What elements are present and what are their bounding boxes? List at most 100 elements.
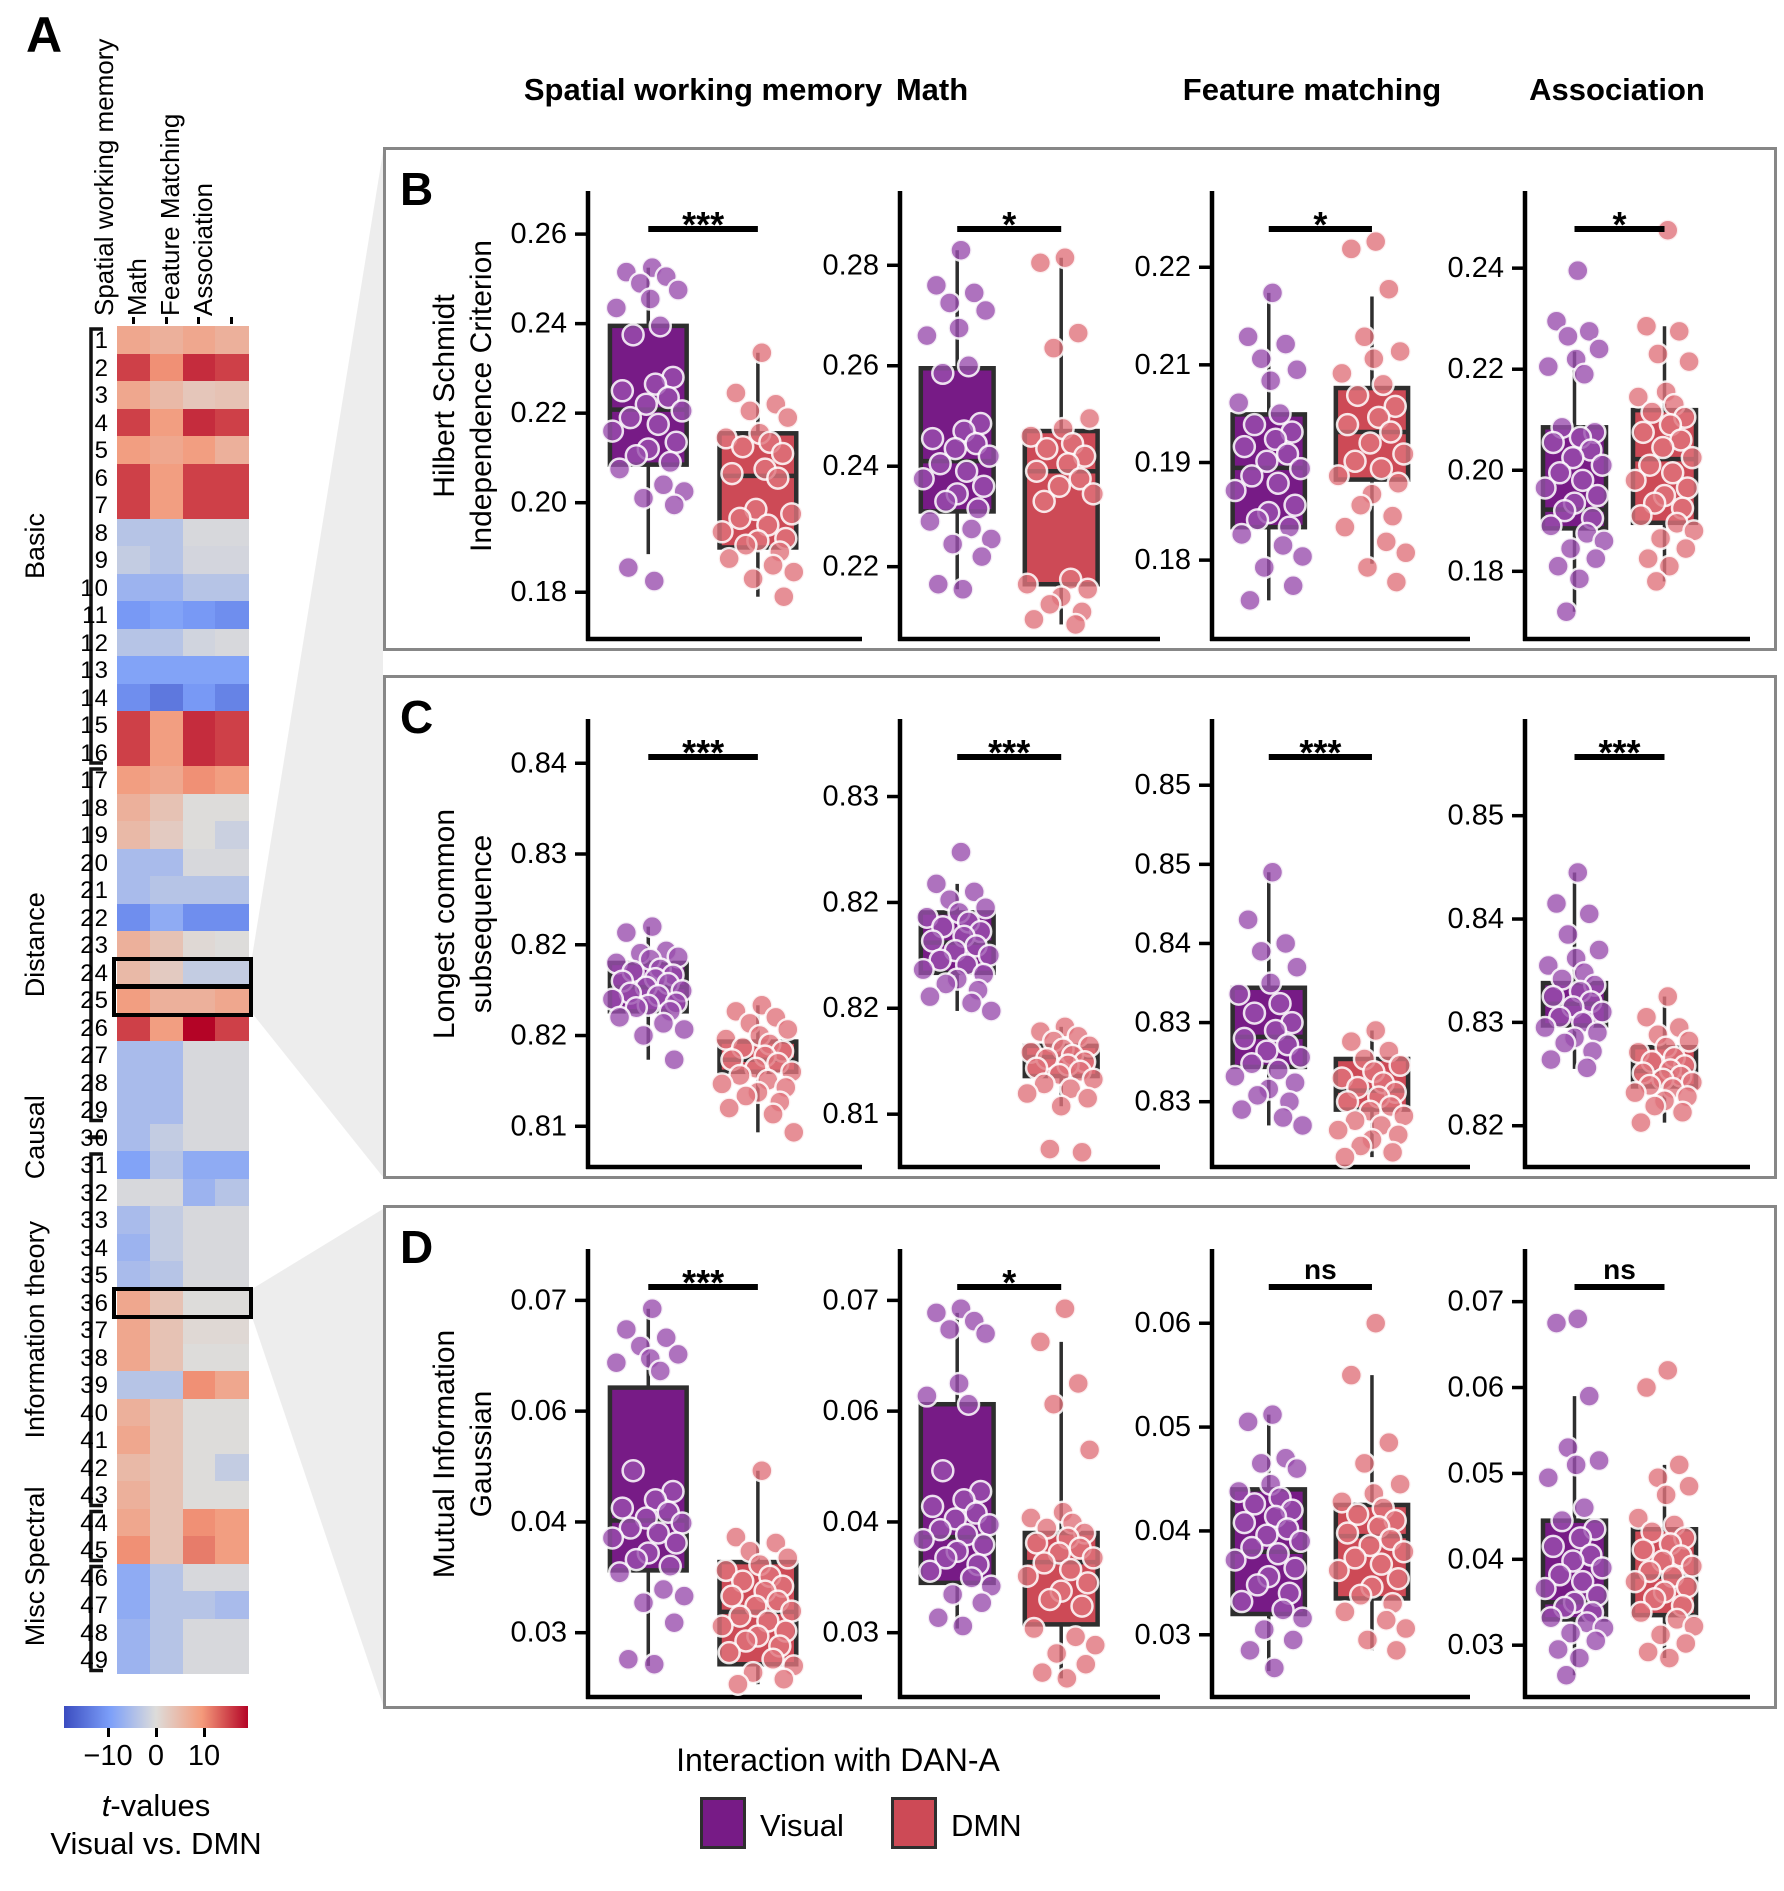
panel-D: D Mutual Information Gaussian [383,1205,1777,1709]
heatmap-cell [182,518,217,547]
heatmap-cell [149,986,184,1015]
heatmap-cell [117,1371,151,1400]
heatmap-group-label: Misc [20,1591,50,1647]
heatmap-cell [117,1618,151,1647]
heatmap-row-number: 32 [80,1179,109,1207]
heatmap-cell [117,491,151,520]
panel-d-ylabel: Mutual Information Gaussian [428,1329,498,1579]
heatmap-row-number: 20 [80,849,109,877]
heatmap-cell [149,766,184,795]
heatmap-cell [149,1096,184,1125]
heatmap-cell [117,848,151,877]
heatmap-row-number: 44 [80,1509,109,1537]
heatmap-cell [117,656,151,685]
heatmap-cell [182,491,217,520]
heatmap-row-number: 23 [80,932,109,959]
heatmap-cell [215,1206,249,1235]
heatmap-cell [117,353,151,382]
heatmap-row-number: 2 [94,354,109,382]
heatmap-cell [149,601,184,630]
heatmap-row-number: 17 [80,767,109,794]
heatmap-cell [117,1343,151,1372]
heatmap-cell [215,1123,249,1152]
heatmap-cell [149,848,184,877]
heatmap-cell [215,986,249,1015]
heatmap-cell [182,1013,217,1042]
heatmap-cell [215,628,249,657]
heatmap-highlighted-row [112,984,253,1017]
panel-d-label: D [400,1221,434,1273]
heatmap-row-number: 34 [80,1234,109,1262]
heatmap-cell [149,711,184,740]
heatmap-row-number: 37 [80,1317,109,1344]
heatmap-cell [215,931,249,960]
heatmap-cell [149,1013,184,1042]
heatmap-group-label: Causal [20,1095,50,1179]
heatmap-cell [182,601,217,630]
heatmap-cell [149,1591,184,1620]
heatmap-cell [149,1536,184,1565]
heatmap-cell [215,463,249,492]
heatmap-cell [182,958,217,987]
heatmap-row-number: 30 [80,1124,109,1152]
heatmap-cell [215,711,249,740]
heatmap-cell [215,1536,249,1565]
heatmap-cell [182,1123,217,1152]
heatmap-row-number: 3 [94,382,109,409]
heatmap-cell [149,1288,184,1317]
heatmap-cell [182,1233,217,1262]
heatmap-cell [117,1206,151,1235]
heatmap-cell [215,1646,249,1675]
heatmap-cell [182,1426,217,1455]
heatmap-cell [182,326,217,355]
heatmap-cell [117,1481,151,1510]
heatmap-row-number: 11 [82,602,109,629]
heatmap-cell [149,408,184,437]
heatmap-cell [182,711,217,740]
heatmap-row-number: 38 [80,1344,109,1372]
heatmap-cell [182,1261,217,1290]
heatmap-column-tick [131,317,135,324]
heatmap-cell [149,436,184,465]
heatmap-cell [182,1288,217,1317]
heatmap-cell [149,1343,184,1372]
heatmap-cell [215,1316,249,1345]
heatmap-cell [117,766,151,795]
heatmap-cell [149,1371,184,1400]
heatmap-row-number: 31 [80,1152,109,1179]
heatmap-row-number: 12 [80,629,109,657]
heatmap-cell [149,683,184,712]
heatmap-cell [215,1371,249,1400]
heatmap-row-number: 36 [80,1289,109,1317]
heatmap-cell [117,1563,151,1592]
heatmap-cell [215,381,249,410]
heatmap-row-number: 26 [80,1014,109,1042]
heatmap-cell [149,573,184,602]
heatmap-cell [182,1151,217,1180]
heatmap-cell [182,1508,217,1537]
heatmap-cell [215,491,249,520]
heatmap-cell [182,436,217,465]
heatmap-cell [149,931,184,960]
colorbar-tick [203,1728,206,1737]
heatmap-cell [182,1563,217,1592]
heatmap-cell [215,1178,249,1207]
heatmap-cell [182,876,217,905]
heatmap-cell [182,381,217,410]
heatmap-cell [117,381,151,410]
panel-c-label: C [400,691,434,743]
heatmap-cell [117,876,151,905]
heatmap-cell [149,738,184,767]
heatmap-cell [182,628,217,657]
heatmap-row-number: 9 [94,547,109,574]
heatmap-cell [117,546,151,575]
heatmap-cell [149,463,184,492]
heatmap-cell [215,1508,249,1537]
heatmap-cell [117,628,151,657]
heatmap-cell [149,656,184,685]
heatmap-cell [149,518,184,547]
panel-c-ylabel: Longest common subsequence [428,808,498,1040]
legend-title: Interaction with DAN-A [676,1742,1000,1778]
heatmap-cell [182,1398,217,1427]
heatmap-cell [182,848,217,877]
